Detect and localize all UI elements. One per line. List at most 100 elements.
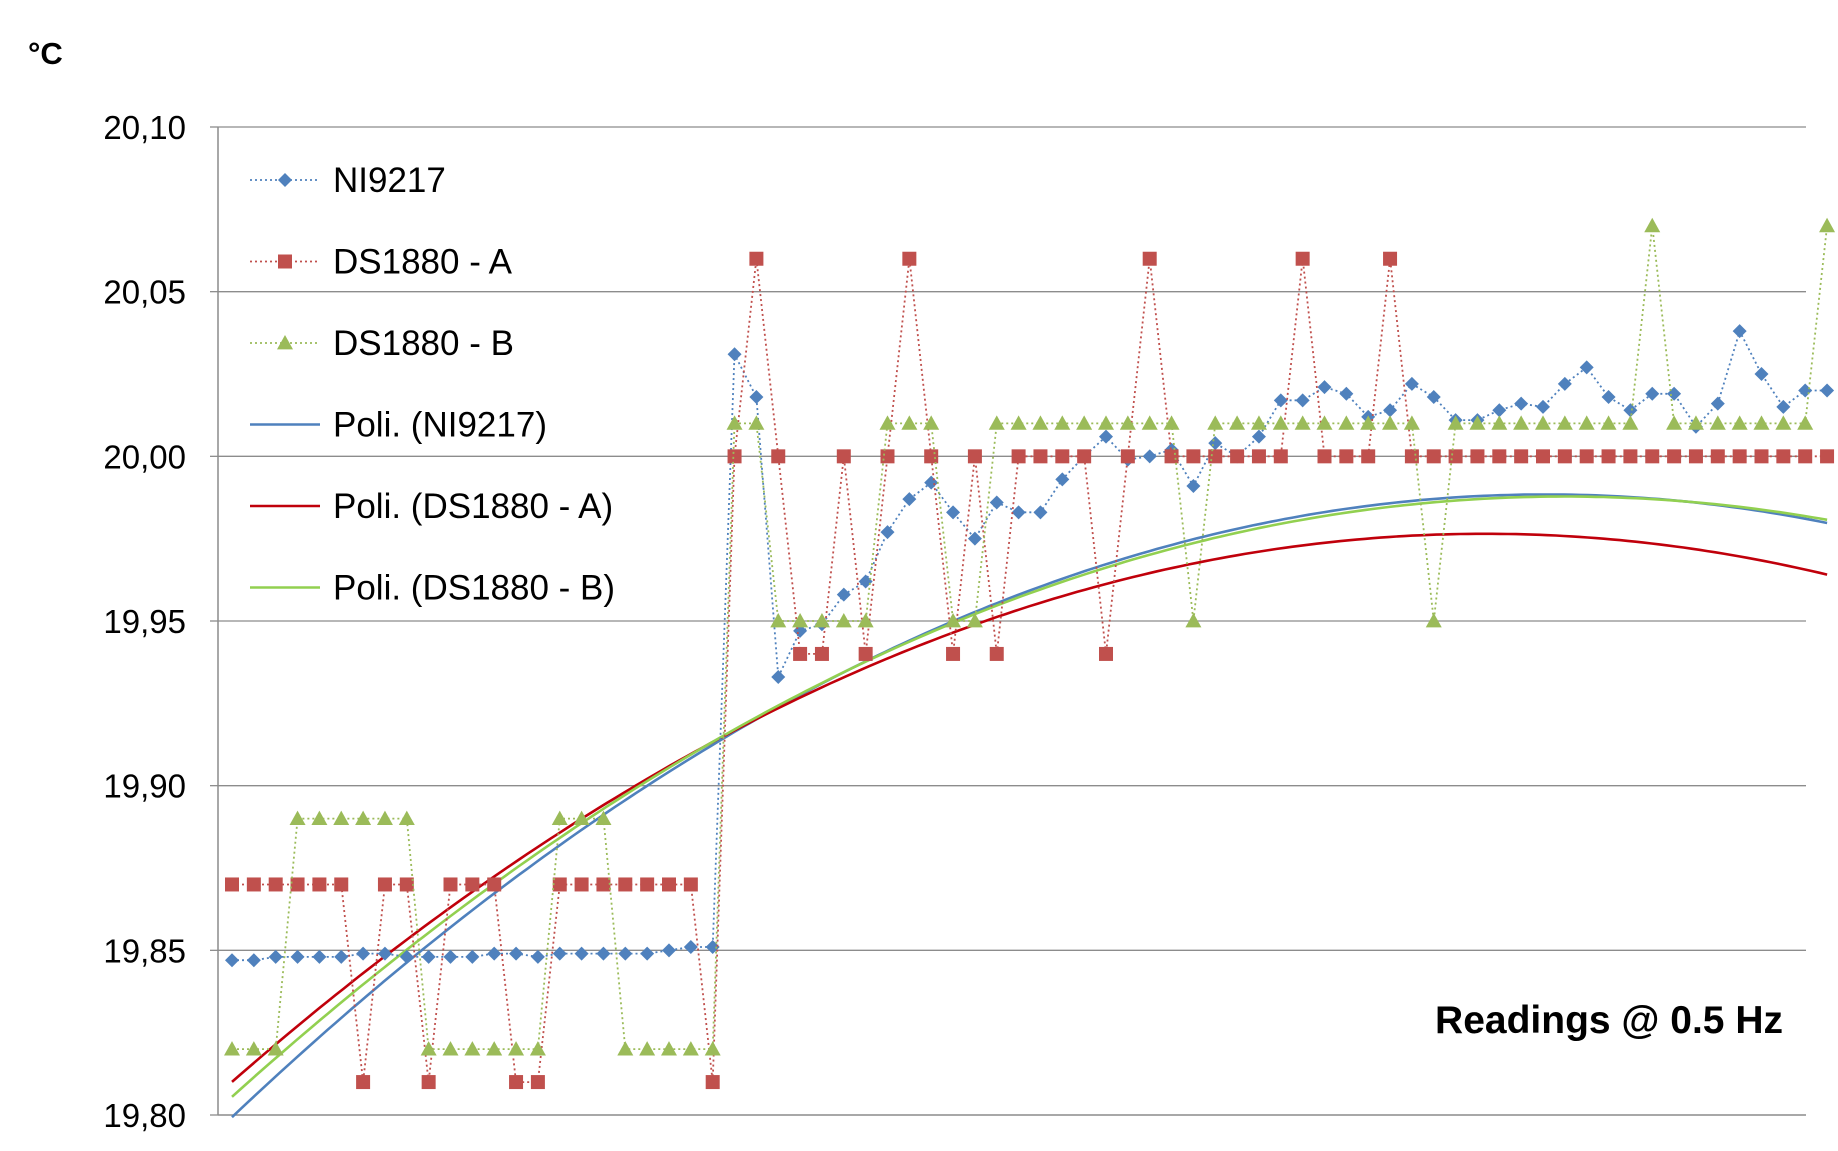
data-point-ds1880-a [1383,251,1398,266]
data-point-ds1880-b [1098,415,1114,430]
y-axis-unit-label: °C [28,36,63,71]
data-point-ds1880-a [552,877,567,892]
data-point-ds1880-a [421,1075,436,1090]
data-point-ds1880-a [1099,646,1113,661]
data-point-ds1880-a [1557,449,1572,464]
data-point-ni9217 [1273,393,1288,408]
data-point-ds1880-a [465,877,480,892]
data-point-ni9217 [727,347,742,362]
data-point-ni9217 [1536,399,1550,414]
data-point-ds1880-a [1645,449,1660,464]
series-ni9217 [225,324,1835,968]
legend-label: Poli. (NI9217) [333,406,547,445]
data-point-ni9217 [1754,367,1769,381]
data-point-ds1880-a [1011,449,1026,464]
data-point-ds1880-b [420,1041,437,1056]
data-point-ds1880-b [1250,415,1267,430]
data-point-ds1880-b [639,1041,656,1056]
data-point-ds1880-b [1491,415,1508,430]
data-point-ds1880-a [1667,449,1682,464]
y-tick-label: 19,80 [103,1097,186,1134]
data-point-ds1880-a [618,877,633,892]
data-point-ni9217 [509,946,524,961]
data-point-ds1880-a [967,449,982,464]
data-point-ds1880-b [573,810,590,825]
data-point-ds1880-b [1272,415,1289,430]
data-point-ds1880-b [1556,415,1573,430]
data-point-ds1880-b [1425,613,1442,628]
legend-label: Poli. (DS1880 - B) [333,569,615,608]
data-point-ds1880-b [748,415,765,430]
data-point-ds1880-b [901,415,918,430]
data-point-ds1880-a [268,877,283,892]
data-point-ds1880-b [1731,415,1748,430]
data-point-ds1880-a [946,646,961,661]
legend-entry-poli-ds1880-b: Poli. (DS1880 - B) [250,569,615,608]
data-point-ds1880-b [1797,415,1814,430]
data-point-ni9217 [705,940,720,955]
data-point-ds1880-b [661,1041,677,1056]
data-point-ds1880-a [574,877,589,892]
data-point-ni9217 [465,949,480,964]
data-point-ni9217 [530,949,545,964]
data-point-ds1880-b [1010,415,1027,430]
data-point-ni9217 [902,492,917,507]
data-point-ds1880-b [835,613,852,628]
legend-label: DS1880 - A [333,243,513,282]
data-point-ds1880-b [923,415,940,430]
data-point-ds1880-a [662,877,676,892]
data-point-ni9217 [596,946,611,961]
data-point-ds1880-b [1666,415,1683,430]
y-tick-label: 19,85 [103,932,186,969]
legend-entry-ds1880-a: DS1880 - A [250,243,513,282]
data-point-ds1880-b [1775,415,1792,430]
data-point-ds1880-a [705,1075,720,1090]
data-point-ds1880-b [1622,415,1639,430]
data-point-ds1880-b [988,415,1005,430]
data-point-ds1880-a [1426,449,1441,464]
data-point-ds1880-a [596,877,611,892]
data-point-ni9217 [683,940,698,955]
data-point-ds1880-b [333,810,350,825]
data-point-ds1880-b [1207,415,1224,430]
legend-entry-ds1880-b: DS1880 - B [250,324,514,363]
data-point-ni9217 [1295,393,1310,408]
legend-entry-ni9217: NI9217 [250,161,446,200]
data-point-ds1880-a [1361,449,1376,464]
data-point-ds1880-a [399,877,414,892]
data-point-ds1880-b [682,1041,699,1056]
data-point-ni9217 [640,946,655,961]
data-point-ds1880-a [290,877,305,892]
data-point-ds1880-a [1186,449,1201,464]
data-point-ds1880-a [1120,449,1135,464]
data-point-ds1880-b [1338,415,1355,430]
data-point-ds1880-b [1054,415,1071,430]
data-series [224,217,1836,1090]
data-point-ds1880-b [879,415,896,430]
data-point-ni9217 [946,505,961,520]
data-point-ni9217 [1601,390,1616,405]
data-point-ni9217 [1492,403,1507,418]
data-point-ni9217 [880,525,895,540]
legend-marker [277,335,293,350]
data-point-ds1880-b [289,810,306,825]
data-point-ds1880-a [858,646,873,661]
data-point-ni9217 [1623,403,1638,418]
data-point-ds1880-a [1448,449,1463,464]
legend: NI9217 DS1880 - A DS1880 - B Poli. (NI9217)… [250,161,615,608]
data-point-ds1880-b [1229,415,1246,430]
data-point-ni9217 [1186,478,1201,493]
data-point-ds1880-b [770,613,787,628]
data-point-ds1880-a [225,877,239,892]
data-point-ds1880-b [1578,415,1595,430]
data-point-ni9217 [1339,386,1354,401]
data-point-ds1880-a [793,646,808,661]
data-point-ni9217 [1732,324,1747,339]
data-point-ni9217 [967,531,982,546]
data-point-ds1880-a [377,877,392,892]
data-point-ni9217 [1579,360,1594,375]
data-point-ds1880-b [1753,415,1770,430]
data-point-ni9217 [225,953,239,968]
data-point-ds1880-b [1163,415,1180,430]
data-point-ds1880-b [595,810,612,825]
